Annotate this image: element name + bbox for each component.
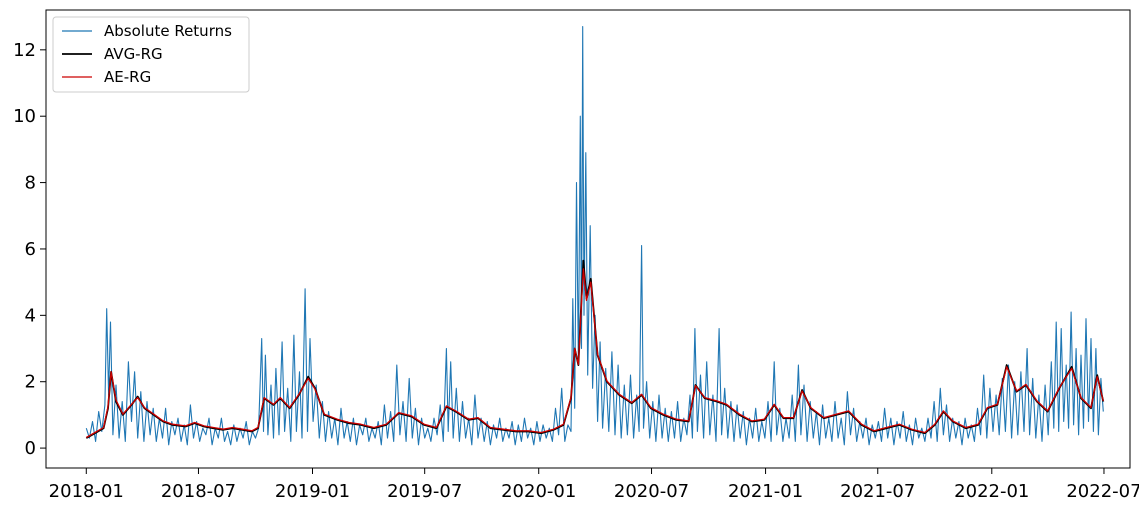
legend: Absolute Returns AVG-RG AE-RG xyxy=(52,16,250,93)
series-line-avg-rg xyxy=(85,259,1105,439)
plot-area xyxy=(85,26,1105,446)
y-tick-label: 4 xyxy=(25,305,36,326)
x-tick-label: 2021-01 xyxy=(728,481,803,502)
x-tick-label: 2018-01 xyxy=(49,481,124,502)
x-tick-label: 2020-01 xyxy=(501,481,576,502)
y-tick-label: 8 xyxy=(25,173,36,194)
y-axis: 0 2 4 6 8 10 12 xyxy=(13,40,46,459)
legend-label: AVG-RG xyxy=(104,45,163,63)
y-tick-label: 0 xyxy=(25,438,36,459)
series-line-absolute-returns xyxy=(85,26,1104,446)
x-tick-label: 2019-01 xyxy=(275,481,350,502)
legend-label: Absolute Returns xyxy=(104,22,232,40)
y-tick-label: 10 xyxy=(13,106,36,127)
legend-label: AE-RG xyxy=(104,68,151,86)
plot-frame xyxy=(45,9,1131,469)
y-tick-label: 6 xyxy=(25,239,36,260)
x-tick-label: 2020-07 xyxy=(614,481,689,502)
series-line-ae-rg xyxy=(85,268,1104,439)
x-tick-label: 2022-01 xyxy=(954,481,1029,502)
y-tick-label: 12 xyxy=(13,40,36,61)
x-tick-label: 2021-07 xyxy=(840,481,915,502)
x-tick-label: 2019-07 xyxy=(387,481,462,502)
x-axis: 2018-01 2018-07 2019-01 2019-07 2020-01 2020-… xyxy=(49,468,1139,502)
x-tick-label: 2018-07 xyxy=(161,481,236,502)
legend-box xyxy=(52,16,250,93)
y-tick-label: 2 xyxy=(25,372,36,393)
x-tick-label: 2022-07 xyxy=(1066,481,1139,502)
